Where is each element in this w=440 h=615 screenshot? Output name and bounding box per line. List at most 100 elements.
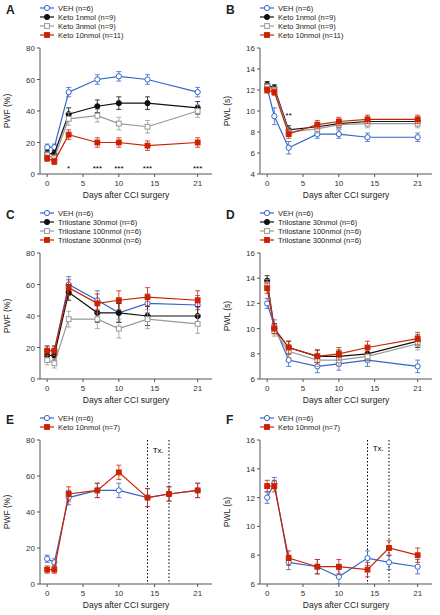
error-bar xyxy=(272,480,277,492)
x-tick-label: 0 xyxy=(45,384,50,393)
marker xyxy=(45,425,50,430)
x-axis-label: Days after CCI surgery xyxy=(303,600,390,610)
series-line xyxy=(47,76,198,147)
error-cap xyxy=(415,115,420,116)
series-line xyxy=(267,90,418,134)
error-bar xyxy=(365,562,370,576)
legend-label: Keto 10nmol (n=11) xyxy=(278,31,344,40)
error-bar xyxy=(415,548,420,562)
legend-label: Keto 10nmol (n=7) xyxy=(278,423,340,432)
series-line xyxy=(47,135,198,162)
error-cap xyxy=(95,328,100,329)
error-cap xyxy=(66,300,71,301)
legend-item: Trilostane 30nmol (n=6) xyxy=(260,218,358,227)
marker xyxy=(145,143,150,148)
error-bar xyxy=(116,138,121,147)
legend-item: VEH (n=6) xyxy=(40,209,94,218)
error-cap xyxy=(272,333,277,334)
error-cap xyxy=(286,353,291,354)
x-axis xyxy=(40,379,212,380)
legend-label: Keto 1nmol (n=9) xyxy=(278,13,336,22)
error-cap xyxy=(116,290,121,291)
marker xyxy=(195,140,200,145)
y-tick xyxy=(257,278,260,279)
error-cap xyxy=(66,311,71,312)
y-tick xyxy=(37,379,40,380)
error-cap xyxy=(145,96,150,97)
x-tick-label: 21 xyxy=(413,179,422,188)
series-line xyxy=(47,103,198,153)
marker xyxy=(195,109,200,114)
error-cap xyxy=(116,479,121,480)
error-bar xyxy=(52,346,57,355)
legend-item: Keto 10nmol (n=7) xyxy=(40,423,120,432)
y-tick-label: 20 xyxy=(26,139,35,148)
marker xyxy=(195,488,200,493)
error-cap xyxy=(45,364,50,365)
y-tick xyxy=(37,347,40,348)
error-cap xyxy=(45,345,50,346)
error-bar xyxy=(195,483,200,497)
marker xyxy=(116,470,121,475)
marker xyxy=(264,415,269,420)
marker xyxy=(286,345,291,350)
error-cap xyxy=(336,360,341,361)
x-tick-label: 5 xyxy=(301,589,306,598)
x-tick xyxy=(118,379,119,382)
series xyxy=(265,84,421,137)
marker xyxy=(45,348,50,353)
error-bar xyxy=(195,138,200,147)
x-axis-label: Days after CCI surgery xyxy=(303,190,390,200)
error-cap xyxy=(145,306,150,307)
error-bar xyxy=(315,560,320,574)
error-cap xyxy=(315,573,320,574)
y-tick xyxy=(257,303,260,304)
series-line xyxy=(267,88,418,148)
x-tick-label: 0 xyxy=(265,589,270,598)
series xyxy=(45,465,201,573)
legend-label: Trilostane 100nmol (n=6) xyxy=(278,227,362,236)
x-tick-label: 21 xyxy=(413,589,422,598)
series-line xyxy=(47,472,198,569)
error-cap xyxy=(315,362,320,363)
y-tick-label: 6 xyxy=(251,580,256,589)
x-axis xyxy=(260,174,432,175)
x-tick xyxy=(374,174,375,177)
legend-label: VEH (n=6) xyxy=(58,209,94,218)
error-cap xyxy=(116,129,121,130)
error-cap xyxy=(195,309,200,310)
marker xyxy=(336,564,341,569)
y-tick xyxy=(37,548,40,549)
error-cap xyxy=(66,279,71,280)
error-cap xyxy=(265,503,270,504)
y-tick xyxy=(257,153,260,154)
legend-item: Keto 3nmol (n=9) xyxy=(260,22,336,31)
error-bar xyxy=(145,288,150,307)
marker xyxy=(45,358,50,363)
marker xyxy=(195,90,200,95)
x-tick-label: 21 xyxy=(193,179,202,188)
y-tick-label: 8 xyxy=(251,128,256,137)
x-tick-label: 10 xyxy=(114,589,123,598)
panel-label: B xyxy=(226,3,235,17)
y-tick-label: 8 xyxy=(251,350,256,359)
y-tick-label: 10 xyxy=(246,107,255,116)
panel-label: C xyxy=(6,208,15,222)
marker xyxy=(45,145,50,150)
error-cap xyxy=(336,125,341,126)
error-cap xyxy=(145,506,150,507)
error-cap xyxy=(336,129,341,130)
error-bar xyxy=(415,133,420,141)
x-tick xyxy=(47,584,48,587)
error-cap xyxy=(167,501,172,502)
error-bar xyxy=(315,120,320,128)
error-bar xyxy=(116,291,121,310)
legend-item: Keto 1nmol (n=9) xyxy=(40,13,116,22)
error-bar xyxy=(415,360,420,373)
error-cap xyxy=(387,555,392,556)
y-tick xyxy=(257,174,260,175)
error-cap xyxy=(66,139,71,140)
marker xyxy=(45,156,50,161)
error-cap xyxy=(145,120,150,121)
error-cap xyxy=(195,314,200,315)
